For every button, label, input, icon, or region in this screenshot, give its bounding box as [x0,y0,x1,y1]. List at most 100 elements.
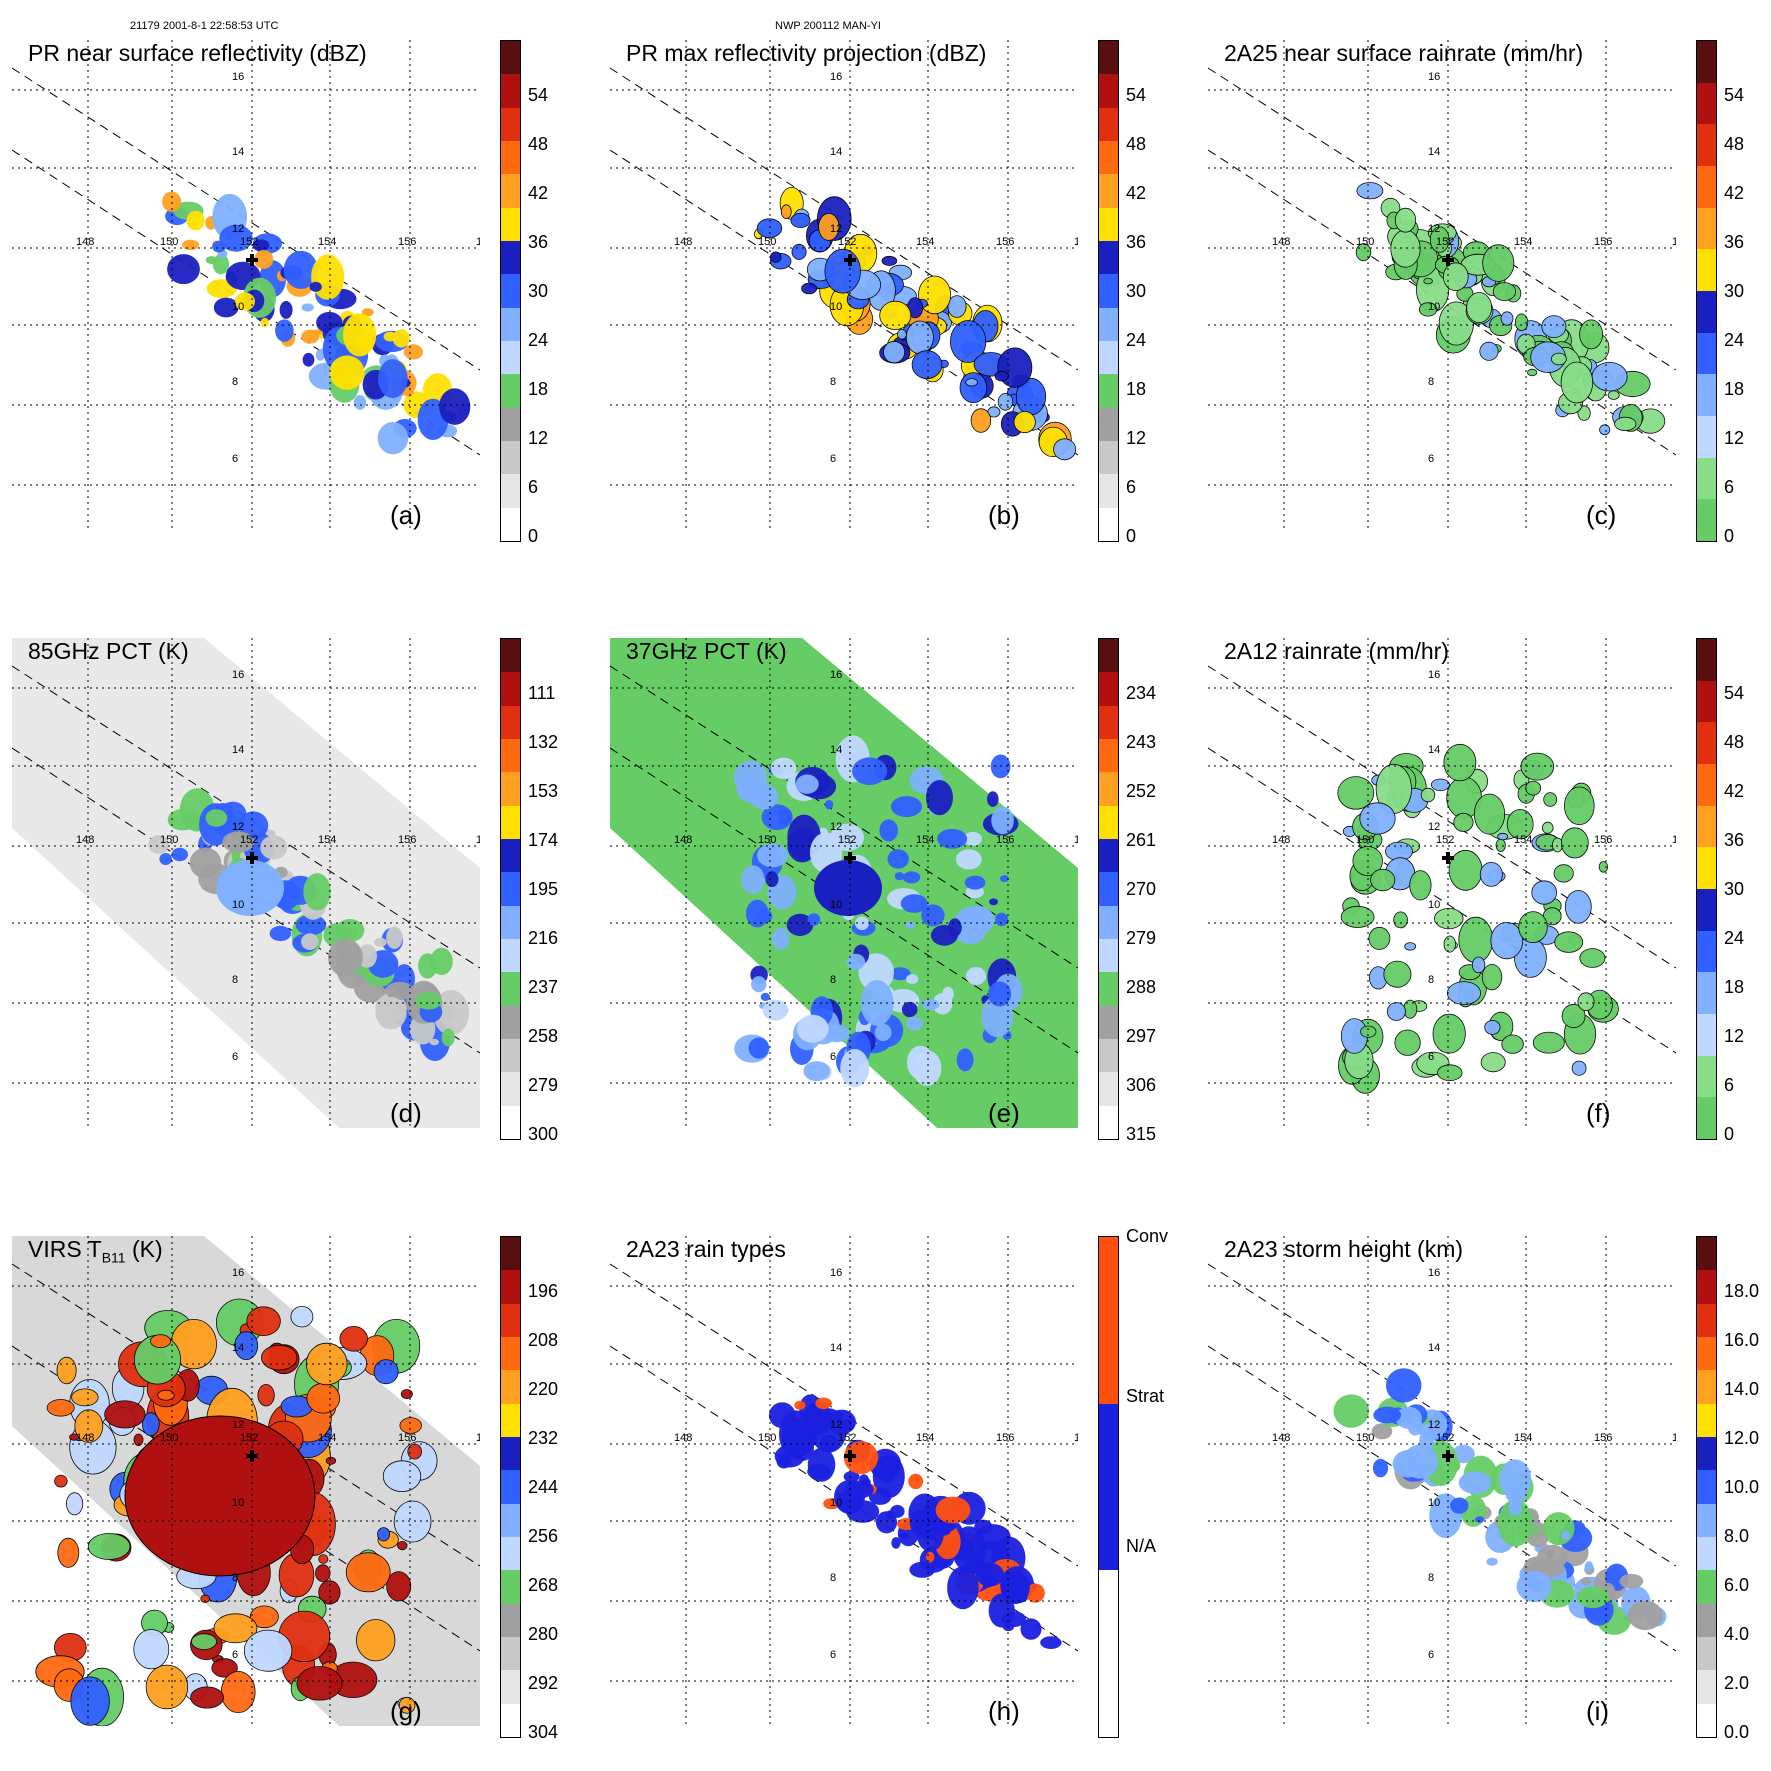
lat-tick-label: 14 [232,146,244,158]
field-cell [377,422,409,455]
map-h: 148 150 152 154 156 158 16 14 12 10 8 6 [610,1236,1078,1726]
field-cell [190,1633,217,1650]
colorbar-segment [1697,249,1716,291]
field-cell [807,913,821,926]
field-cell [1561,1530,1570,1541]
field-cell [1495,838,1506,853]
colorbar-segment [501,1470,520,1504]
colorbar-label: 42 [1724,183,1745,203]
field-cell [1458,1471,1492,1494]
field-cell [303,873,331,911]
panel-h: 148 150 152 154 156 158 16 14 12 10 8 6 2A23 rain ty… [598,1196,1168,1738]
field-cell [249,1605,279,1629]
panel-title: PR near surface reflectivity (dBZ) [28,40,367,67]
colorbar-label: 195 [528,879,559,899]
lat-tick-label: 16 [1428,1267,1440,1279]
field-cell [339,1326,368,1352]
field-cell [398,1696,416,1714]
colorbar-label: 300 [528,1124,559,1144]
colorbar-segment [1099,41,1118,75]
field-cell [1543,792,1558,807]
field-cell [1394,1029,1421,1056]
field-cell [200,1594,211,1603]
field-cell [246,1306,281,1336]
field-cell [995,912,1009,927]
field-cell [859,1474,869,1486]
field-cell [846,953,866,970]
colorbar-label: 279 [528,1075,559,1095]
colorbar-label: 132 [528,732,559,752]
field-cell [1584,1561,1594,1572]
colorbar-segment [1099,107,1118,141]
field-cell [1591,362,1628,392]
colorbar-segment [1697,1503,1716,1537]
field-cell [1484,1019,1501,1035]
field-cell [852,757,888,785]
colorbar-label: 306 [1126,1075,1157,1095]
storm-identifier: NWP 200112 MAN-YI [775,20,881,32]
colorbar-segment [1697,680,1716,723]
field-cell [397,1540,408,1551]
field-cell [1390,229,1421,268]
field-cell [991,806,1014,835]
lon-tick-label: 150 [1356,834,1374,846]
colorbar-segment [1099,772,1118,806]
colorbar-segment [1099,207,1118,241]
field-cell [1481,963,1503,991]
field-cell [890,967,911,981]
lon-tick-label: 152 [838,236,856,248]
field-cell [1506,809,1534,840]
colorbar-segment [1099,938,1118,973]
colorbar-segment [501,240,520,275]
field-cell [133,1629,170,1670]
colorbar-segment [501,1336,520,1371]
colorbar-segment [1697,722,1716,764]
field-cell [803,1061,830,1082]
colorbar-label: 30 [1724,281,1745,301]
lon-tick-label: 150 [1356,1432,1374,1444]
colorbar [500,1236,521,1738]
field-cell [1550,352,1567,366]
field-cell [441,1028,455,1047]
field-cell [1508,1484,1527,1504]
colorbar-label: 36 [1724,830,1745,850]
lat-tick-label: 10 [232,301,244,313]
field-cell [947,1566,979,1610]
field-cell [186,210,205,231]
field-cell [429,1038,440,1046]
field-cell [1627,1600,1663,1631]
colorbar-segment [1697,1013,1716,1056]
colorbar-label: 111 [528,683,556,703]
colorbar-segment [1099,274,1118,308]
colorbar-segment [501,1370,520,1404]
field-cell [1514,313,1529,332]
lon-tick-label: 158 [1074,236,1078,248]
colorbar-segment [1099,1570,1118,1737]
lon-tick-label: 148 [1272,1432,1290,1444]
map-g: 148 150 152 154 156 158 16 14 12 10 8 6 [12,1236,480,1726]
field-cell [965,378,978,387]
field-cell [1372,1458,1389,1478]
panel-title: 2A23 rain types [626,1236,786,1263]
lon-tick-label: 152 [838,1432,856,1444]
colorbar-label: 12 [1126,428,1147,448]
lon-tick-label: 148 [1272,834,1290,846]
colorbar-label: 12 [1724,1026,1745,1046]
colorbar-label: 42 [528,183,549,203]
field-cell [328,938,363,977]
field-cell [1340,905,1375,928]
field-cell [748,1037,769,1059]
field-cell [318,1580,341,1605]
field-cell [883,340,906,364]
field-cell [879,819,898,842]
field-cell [791,243,807,260]
field-cell [1541,315,1567,339]
lon-tick-label: 154 [1514,1432,1532,1444]
panel-title-text: 2A23 storm height (km) [1224,1236,1464,1262]
colorbar-label: 270 [1126,879,1157,899]
field-cell [318,1554,329,1564]
colorbar-segment [501,340,520,375]
colorbar-segment [501,440,520,475]
panel-title: 37GHz PCT (K) [626,638,787,665]
lat-tick-label: 16 [232,71,244,83]
